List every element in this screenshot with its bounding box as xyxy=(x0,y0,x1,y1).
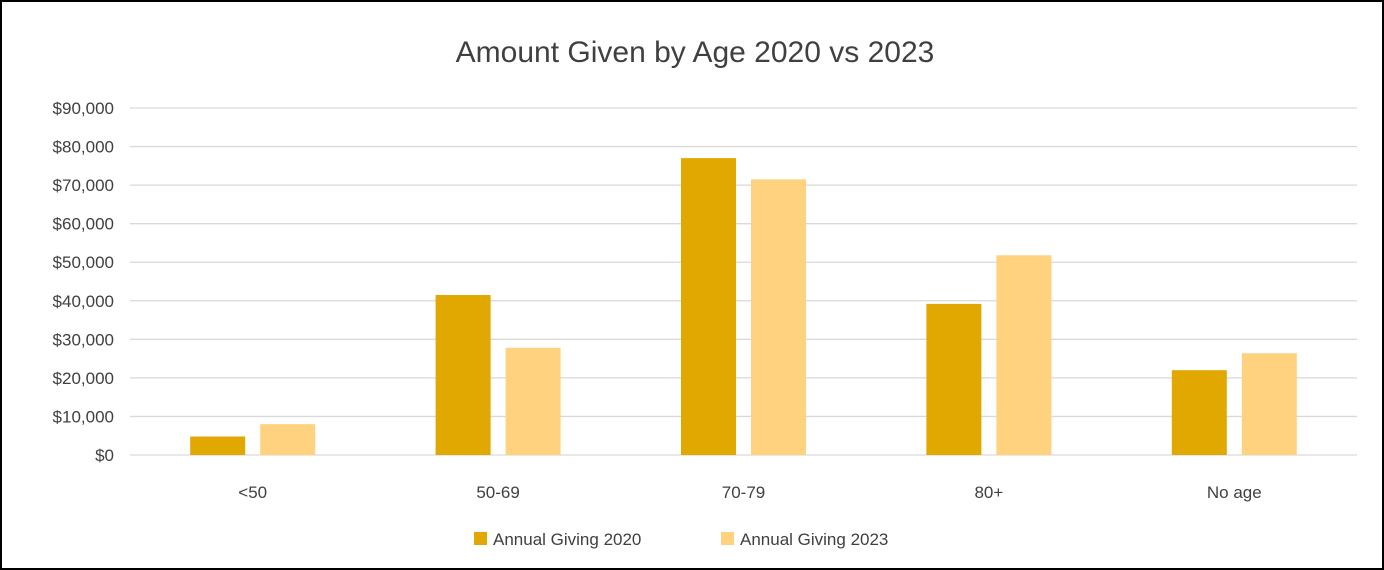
y-tick-label: $50,000 xyxy=(53,253,114,272)
y-tick-label: $10,000 xyxy=(53,407,114,426)
chart-title: Amount Given by Age 2020 vs 2023 xyxy=(456,36,935,69)
bars xyxy=(190,158,1297,456)
x-tick-label: No age xyxy=(1207,483,1262,502)
legend-swatch xyxy=(474,532,487,545)
gridlines xyxy=(130,107,1357,456)
x-tick-label: 50-69 xyxy=(476,483,519,502)
legend-swatch xyxy=(721,532,734,545)
x-tick-label: 80+ xyxy=(974,483,1003,502)
y-tick-label: $40,000 xyxy=(53,292,114,311)
bar-2020 xyxy=(681,158,736,455)
bar-2023 xyxy=(260,424,316,455)
bar-2023 xyxy=(996,255,1052,455)
bar-2020 xyxy=(1171,370,1227,455)
y-tick-label: $80,000 xyxy=(53,138,114,157)
bar-2020 xyxy=(926,303,982,455)
bar-2023 xyxy=(751,179,806,456)
legend-label: Annual Giving 2023 xyxy=(740,530,888,549)
bar-2020 xyxy=(435,294,491,455)
x-axis: <50 50-69 70-79 80+ No age xyxy=(238,483,1261,502)
y-tick-label: $30,000 xyxy=(53,330,114,349)
bar-2020 xyxy=(190,436,246,455)
y-tick-label: $20,000 xyxy=(53,369,114,388)
y-tick-label: $70,000 xyxy=(53,176,114,195)
bar-2023 xyxy=(505,347,561,455)
bar-2023 xyxy=(1241,353,1297,455)
legend: Annual Giving 2020 Annual Giving 2023 xyxy=(474,530,888,549)
x-tick-label: <50 xyxy=(238,483,267,502)
legend-label: Annual Giving 2020 xyxy=(493,530,641,549)
y-tick-label: $0 xyxy=(95,446,114,465)
y-axis: $0 $10,000 $20,000 $30,000 $40,000 $50,000 $60… xyxy=(53,99,114,465)
x-tick-label: 70-79 xyxy=(722,483,765,502)
y-tick-label: $90,000 xyxy=(53,99,114,118)
y-tick-label: $60,000 xyxy=(53,215,114,234)
